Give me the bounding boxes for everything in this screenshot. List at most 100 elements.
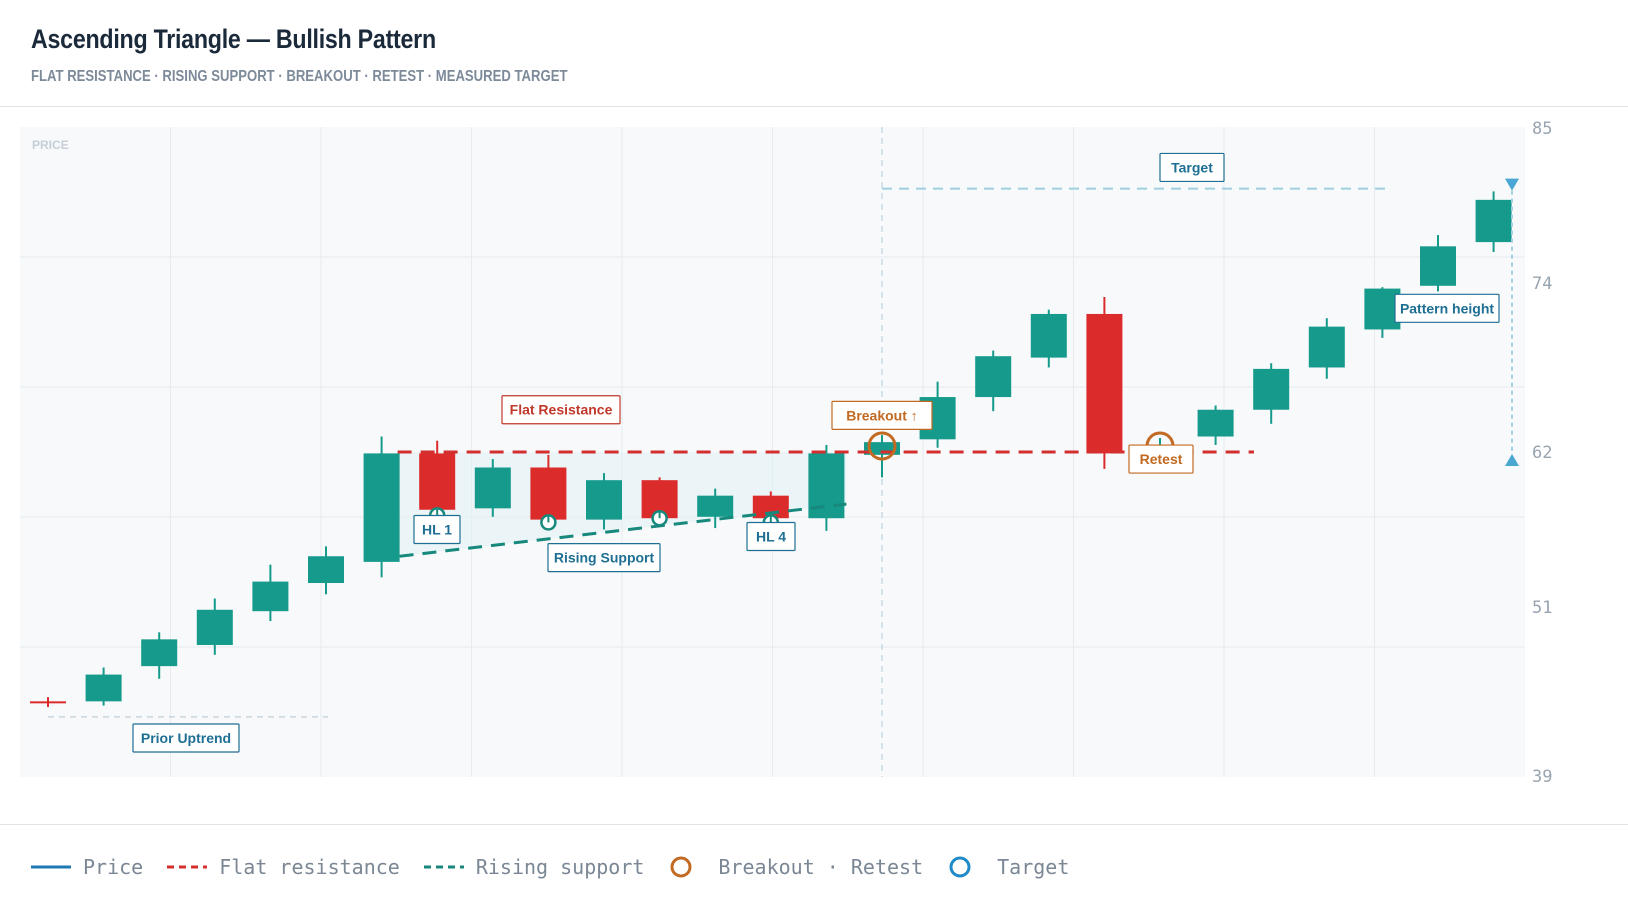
label-flat-resistance: Flat Resistance <box>501 395 621 425</box>
label-hl4: HL 4 <box>746 521 796 552</box>
label-prior-uptrend: Prior Uptrend <box>132 723 240 753</box>
candle-body <box>1197 409 1234 437</box>
legend-label: Price <box>83 855 144 879</box>
candle <box>1420 235 1456 292</box>
breakout-marker <box>867 431 897 461</box>
candle-body <box>363 453 400 562</box>
candle <box>30 697 66 707</box>
label-box <box>132 723 240 753</box>
legend-item-target: Target <box>947 855 1069 879</box>
candle <box>252 564 289 622</box>
legend-label: Rising support <box>475 855 645 879</box>
legend-item-price: Price <box>31 855 143 879</box>
candle-body <box>975 356 1012 398</box>
label-box <box>831 400 933 430</box>
candle-body <box>1308 326 1345 368</box>
label-box <box>501 395 621 425</box>
chart-legend: Price Flat resistance Rising support Bre… <box>31 855 1093 879</box>
y-tick-label: 85 <box>1532 119 1552 139</box>
chart-footer: Price Flat resistance Rising support Bre… <box>0 824 1628 913</box>
label-text: Target <box>1171 159 1213 175</box>
candle <box>85 667 122 706</box>
chart-title: Ascending Triangle — Bullish Pattern <box>31 24 436 54</box>
ring-icon <box>670 856 692 878</box>
candle-body <box>1475 199 1512 243</box>
label-target: Target <box>1159 152 1225 183</box>
label-rising-support: Rising Support <box>547 543 661 573</box>
legend-item-breakout-retest: Breakout · Retest <box>668 855 923 879</box>
candle-body <box>697 495 734 517</box>
target-arrow-down <box>1505 178 1519 191</box>
candle-body <box>1030 313 1067 358</box>
label-text: Prior Uptrend <box>141 730 231 746</box>
dashed-line-icon <box>167 865 208 869</box>
y-axis-label: PRICE <box>32 138 69 152</box>
y-tick-label: 51 <box>1532 598 1552 618</box>
label-box <box>1394 293 1500 323</box>
chart-header: Ascending Triangle — Bullish Pattern FLA… <box>0 0 1628 107</box>
label-box <box>746 521 796 552</box>
label-retest: Retest <box>1128 444 1194 474</box>
solid-line-icon <box>31 865 71 869</box>
candle-body <box>308 556 344 584</box>
candle <box>141 632 178 679</box>
candle-body <box>586 480 622 520</box>
target-arrow-up <box>1505 454 1519 466</box>
candle <box>1475 191 1512 252</box>
candle <box>363 436 400 578</box>
candle-body <box>196 609 233 645</box>
candle-body <box>85 674 122 702</box>
candle <box>1308 318 1345 379</box>
label-text: Pattern height <box>1400 300 1494 316</box>
candle-body <box>1086 313 1123 454</box>
label-box <box>1159 152 1225 183</box>
candle <box>530 454 567 522</box>
candle <box>808 444 845 531</box>
candle <box>1030 309 1067 368</box>
label-pattern-height: Pattern height <box>1394 293 1500 323</box>
label-text: HL 1 <box>422 521 452 537</box>
candle <box>975 350 1012 412</box>
candle-body <box>30 701 66 704</box>
y-tick-label: 39 <box>1532 767 1552 787</box>
candle <box>1253 363 1290 424</box>
y-tick-label: 62 <box>1532 443 1552 463</box>
candle-body <box>252 581 289 612</box>
label-text: Breakout ↑ <box>846 407 918 423</box>
support-line <box>399 502 847 558</box>
candle <box>308 546 344 595</box>
legend-label: Flat resistance <box>219 855 400 879</box>
candle <box>196 598 233 655</box>
candle <box>474 459 511 517</box>
candlestick-chart: 85 74 62 51 39 PRICE Flat Resistance HL 1 Rising… <box>20 119 1552 787</box>
candle <box>419 440 456 516</box>
label-text: Rising Support <box>554 550 655 566</box>
chart-subtitle: FLAT RESISTANCE · RISING SUPPORT · BREAK… <box>31 68 568 85</box>
label-box <box>547 543 661 573</box>
candle <box>1086 297 1123 469</box>
triangle-zone <box>399 452 847 557</box>
label-box <box>1128 444 1194 474</box>
legend-label: Breakout · Retest <box>718 855 924 879</box>
ring-icon <box>949 856 971 878</box>
candle <box>586 473 622 530</box>
legend-item-rising-support: Rising support <box>423 855 645 879</box>
candle-body <box>530 467 567 520</box>
candle-body <box>1420 246 1456 286</box>
candle-body <box>141 639 178 667</box>
legend-item-flat-resistance: Flat resistance <box>167 855 400 879</box>
candle-body <box>1253 368 1290 410</box>
label-text: Flat Resistance <box>510 402 613 418</box>
label-box <box>413 514 461 545</box>
label-hl1: HL 1 <box>413 514 461 545</box>
legend-label: Target <box>997 855 1070 879</box>
y-tick-label: 74 <box>1532 274 1552 294</box>
candle-body <box>752 495 789 519</box>
candle <box>697 488 734 529</box>
label-text: Retest <box>1140 451 1183 467</box>
candle-body <box>474 467 511 509</box>
dashed-line-icon <box>423 865 464 869</box>
candle-body <box>419 453 456 510</box>
label-breakout: Breakout ↑ <box>831 400 933 430</box>
candle <box>1197 405 1234 445</box>
